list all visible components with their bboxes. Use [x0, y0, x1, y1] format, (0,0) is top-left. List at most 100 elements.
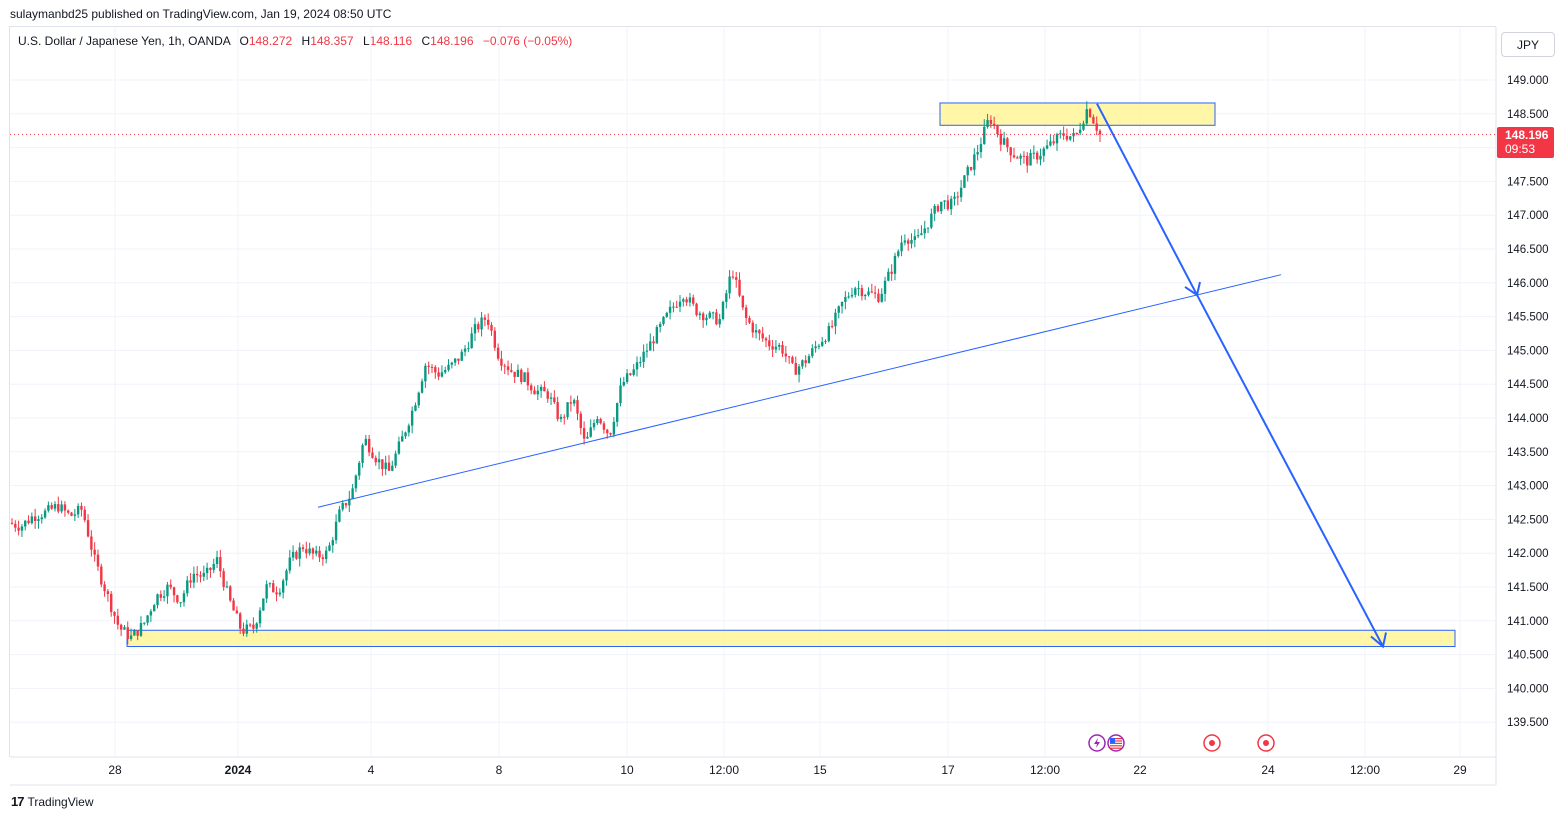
- candle-body: [70, 512, 73, 516]
- candle-body: [989, 119, 993, 124]
- candle-body: [725, 293, 728, 302]
- candle-body: [503, 365, 506, 367]
- candle-body: [371, 452, 374, 458]
- candle-body: [771, 346, 774, 350]
- candle-body: [701, 313, 705, 321]
- candle-body: [655, 327, 659, 344]
- candle-body: [483, 317, 487, 320]
- candle-body: [953, 196, 956, 199]
- us-flag-icon[interactable]: [1107, 734, 1125, 752]
- candle-body: [252, 624, 255, 629]
- candle-body: [90, 536, 93, 550]
- candle-body: [1095, 123, 1098, 131]
- candle-body: [923, 228, 926, 234]
- candle-body: [321, 557, 325, 560]
- price-tick-label: 142.000: [1507, 548, 1549, 560]
- candle-body: [986, 119, 989, 127]
- candle-body: [526, 372, 530, 386]
- candle-body: [1085, 109, 1088, 124]
- candle-body: [814, 346, 817, 349]
- time-tick-label: 29: [1453, 763, 1467, 777]
- candle-body: [764, 338, 768, 341]
- grid-lines: [10, 27, 1495, 757]
- price-tick-label: 140.500: [1507, 650, 1549, 662]
- candle-body: [840, 301, 844, 307]
- candle-body: [344, 503, 348, 506]
- tradingview-brand[interactable]: 17 TradingView: [11, 794, 94, 809]
- candle-body: [1006, 138, 1009, 148]
- candle-body: [367, 438, 371, 453]
- candle-body: [232, 600, 235, 611]
- candle-body: [900, 242, 903, 252]
- price-tick-label: 147.000: [1507, 210, 1549, 222]
- candle-body: [642, 351, 645, 363]
- candle-body: [100, 566, 103, 585]
- candle-body: [821, 341, 824, 346]
- candle-body: [143, 622, 146, 624]
- candle-body: [354, 475, 358, 489]
- candle-body: [999, 133, 1002, 145]
- candle-body: [678, 301, 682, 307]
- candle-body: [513, 371, 516, 377]
- target-icon[interactable]: [1203, 734, 1221, 752]
- candle-body: [209, 567, 212, 570]
- target-icon[interactable]: [1257, 734, 1275, 752]
- candle-body: [113, 611, 116, 616]
- candle-body: [778, 344, 781, 347]
- symbol-legend: U.S. Dollar / Japanese Yen, 1h, OANDA O1…: [18, 34, 572, 48]
- candle-body: [192, 573, 196, 583]
- candle-body: [529, 385, 533, 391]
- candle-body: [592, 423, 596, 428]
- candle-body: [645, 350, 649, 352]
- candle-body: [351, 488, 354, 499]
- lightning-icon[interactable]: [1088, 734, 1106, 752]
- candle-body: [992, 123, 996, 126]
- candle-body: [328, 545, 331, 551]
- price-tick-label: 141.000: [1507, 616, 1549, 628]
- candle-body: [334, 521, 338, 541]
- high-value: 148.357: [310, 34, 354, 48]
- candle-body: [76, 505, 80, 515]
- candle-body: [705, 317, 708, 321]
- projection-arrowhead-mid: [1184, 281, 1201, 297]
- publish-info: sulaymanbd25 published on TradingView.co…: [10, 7, 392, 21]
- candle-body: [718, 318, 721, 325]
- candle-body: [774, 346, 778, 350]
- candle-body: [444, 370, 447, 373]
- candle-body: [248, 624, 252, 626]
- price-tick-label: 143.500: [1507, 447, 1549, 459]
- candle-body: [890, 271, 893, 274]
- candle-body: [1002, 138, 1006, 145]
- candle-body: [40, 517, 43, 520]
- tradingview-logo-icon: 17: [11, 794, 25, 809]
- candle-body: [324, 550, 328, 560]
- candle-body: [956, 196, 959, 198]
- time-tick-label: 10: [620, 763, 634, 777]
- candle-body: [539, 386, 543, 391]
- price-tick-label: 142.500: [1507, 514, 1549, 526]
- candle-body: [1039, 155, 1042, 160]
- candle-body: [493, 330, 497, 348]
- brand-name: TradingView: [27, 794, 94, 809]
- candle-body: [437, 372, 440, 377]
- candle-body: [195, 573, 199, 576]
- candle-body: [873, 292, 877, 294]
- candle-body: [959, 187, 963, 198]
- candle-body: [586, 436, 589, 439]
- candle-body: [1029, 152, 1032, 166]
- candle-body: [186, 580, 189, 594]
- symbol-name[interactable]: U.S. Dollar / Japanese Yen, 1h, OANDA: [18, 34, 231, 48]
- candle-body: [119, 624, 123, 630]
- candle-body: [440, 372, 444, 377]
- candle-body: [516, 369, 520, 377]
- candle-body: [870, 291, 874, 293]
- candle-body: [599, 419, 602, 424]
- candle-body: [940, 201, 943, 212]
- candle-body: [602, 423, 606, 430]
- candle-body: [797, 366, 801, 375]
- currency-button[interactable]: JPY: [1501, 32, 1555, 57]
- candle-body: [295, 551, 298, 559]
- candle-body: [768, 340, 771, 347]
- candle-body: [387, 462, 391, 471]
